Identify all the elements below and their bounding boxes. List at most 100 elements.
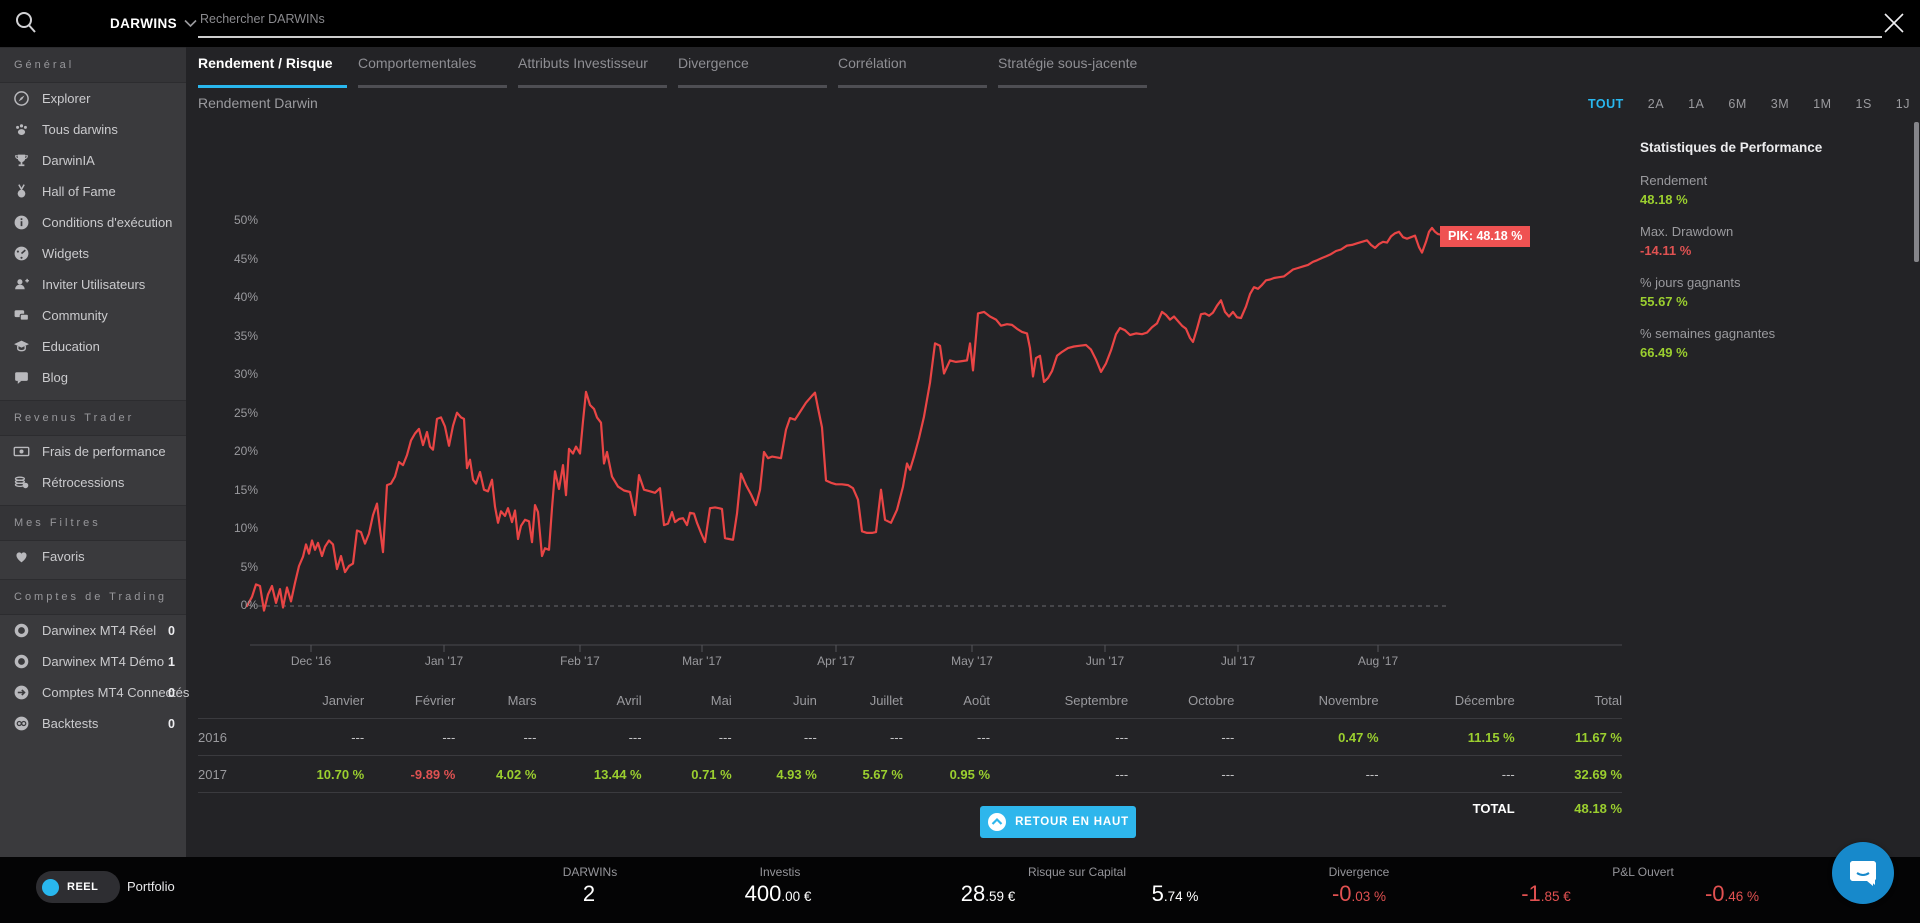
monthly-returns-table: Janvier Février Mars Avril Mai Juin Juillet…: [198, 682, 1622, 823]
x-tick-label: Dec '16: [290, 654, 332, 668]
sidebar-item-explorer[interactable]: Explorer: [0, 83, 186, 114]
sidebar-item-label: Darwinex MT4 Démo: [42, 654, 165, 669]
back-to-top-button[interactable]: RETOUR EN HAUT: [980, 806, 1136, 838]
y-tick-label: 40%: [233, 290, 258, 304]
y-tick-label: 30%: [233, 367, 258, 381]
divergence-pct-value: -0.03 %: [1331, 881, 1387, 906]
ring-icon: [13, 653, 30, 670]
performance-stats-panel: Statistiques de Performance Rendement 48…: [1640, 140, 1910, 377]
sidebar-item-community[interactable]: Community: [0, 300, 186, 331]
sidebar-item-darwinia[interactable]: DarwinIA: [0, 145, 186, 176]
tab-correlation[interactable]: Corrélation: [838, 47, 987, 88]
range-6m[interactable]: 6M: [1728, 97, 1747, 111]
risque-capital-euro-value: 28.59 €: [960, 881, 1016, 906]
table-total-row: TOTAL 48.18 %: [198, 793, 1622, 824]
sidebar-item-backtests[interactable]: Backtests 0: [0, 708, 186, 739]
item-count-badge: 0: [168, 623, 175, 638]
paw-icon: [13, 121, 30, 138]
sidebar-item-tous-darwins[interactable]: Tous darwins: [0, 114, 186, 145]
gauge-icon: [13, 245, 30, 262]
sidebar-item-frais-de-performance[interactable]: Frais de performance: [0, 436, 186, 467]
tab-divergence[interactable]: Divergence: [678, 47, 827, 88]
x-tick-label: Feb '17: [560, 654, 600, 668]
search-context-label: DARWINS: [110, 16, 178, 31]
y-tick-label: 10%: [233, 521, 258, 535]
range-3m[interactable]: 3M: [1770, 97, 1790, 111]
divergence-label: Divergence: [1328, 865, 1390, 879]
chat-bubbles-icon: [13, 307, 30, 324]
search-icon: [14, 9, 38, 35]
range-tout[interactable]: TOUT: [1587, 97, 1624, 111]
arrow-circle-icon: [13, 684, 30, 701]
sidebar-item-retrocessions[interactable]: Rétrocessions: [0, 467, 186, 498]
heart-icon: [13, 548, 30, 565]
risque-sur-capital-label: Risque sur Capital: [1027, 865, 1127, 879]
range-1j[interactable]: 1J: [1895, 97, 1910, 111]
sidebar-item-label: Tous darwins: [42, 122, 118, 137]
chevron-down-icon: [184, 19, 197, 28]
stats-panel-title: Statistiques de Performance: [1640, 140, 1823, 155]
y-tick-label: 45%: [233, 251, 258, 266]
search-input[interactable]: [198, 6, 1886, 32]
item-count-badge: 1: [168, 654, 175, 669]
x-tick-label: Jun '17: [1085, 654, 1125, 668]
tab-attributs-investisseur[interactable]: Attributs Investisseur: [518, 47, 667, 88]
sidebar-item-favoris[interactable]: Favoris: [0, 541, 186, 572]
table-row: 2017 10.70 % -9.89 % 4.02 % 13.44 % 0.71…: [198, 755, 1622, 793]
sidebar-item-label: Backtests: [42, 716, 99, 731]
sidebar-item-hall-of-fame[interactable]: Hall of Fame: [0, 176, 186, 207]
tab-rendement-risque[interactable]: Rendement / Risque: [198, 47, 347, 88]
sidebar-item-label: Inviter Utilisateurs: [42, 277, 146, 292]
back-to-top-label: RETOUR EN HAUT: [1015, 816, 1129, 828]
darwins-count-value: 2: [582, 881, 596, 906]
sidebar-item-inviter-utilisateurs[interactable]: Inviter Utilisateurs: [0, 269, 186, 300]
sidebar-item-label: Conditions d'exécution: [42, 215, 173, 230]
tab-comportementales[interactable]: Comportementales: [358, 47, 507, 88]
pl-ouvert-label: P&L Ouvert: [1612, 865, 1674, 879]
x-tick-label: Aug '17: [1357, 654, 1399, 668]
stat-max-drawdown: Max. Drawdown -14.11 %: [1640, 224, 1910, 258]
range-1s[interactable]: 1S: [1855, 97, 1872, 111]
sidebar-item-conditions-execution[interactable]: Conditions d'exécution: [0, 207, 186, 238]
range-1a[interactable]: 1A: [1688, 97, 1705, 111]
chat-support-button[interactable]: [1832, 842, 1894, 904]
range-2a[interactable]: 2A: [1647, 97, 1665, 111]
total-label: TOTAL: [1472, 800, 1515, 816]
y-tick-label: 25%: [233, 405, 258, 420]
stat-value: -14.11 %: [1640, 243, 1692, 258]
sidebar-item-label: Favoris: [42, 549, 85, 564]
y-tick-label: 20%: [233, 444, 258, 458]
account-mode-toggle[interactable]: REEL: [36, 871, 120, 903]
sidebar-item-blog[interactable]: Blog: [0, 362, 186, 393]
investis-value: 400.00 €: [744, 881, 812, 906]
search-context-dropdown[interactable]: DARWINS: [110, 0, 197, 47]
stat-rendement: Rendement 48.18 %: [1640, 173, 1910, 207]
coins-icon: [13, 474, 30, 491]
sidebar-item-label: Explorer: [42, 91, 91, 106]
account-mode-label: REEL: [67, 881, 99, 893]
sidebar-item-label: Education: [42, 339, 100, 354]
stat-value: 55.67 %: [1640, 294, 1688, 309]
close-icon[interactable]: [1882, 11, 1906, 35]
sidebar-item-darwinex-mt4-reel[interactable]: Darwinex MT4 Réel 0: [0, 615, 186, 646]
investis-label: Investis: [759, 865, 801, 879]
y-tick-label: 35%: [233, 328, 258, 343]
range-1m[interactable]: 1M: [1813, 97, 1832, 111]
sidebar-item-comptes-mt4-connectes[interactable]: Comptes MT4 Connectés 0: [0, 677, 189, 708]
vertical-scrollbar[interactable]: [1914, 122, 1919, 262]
item-count-badge: 0: [168, 685, 175, 700]
sidebar-item-education[interactable]: Education: [0, 331, 186, 362]
sidebar-item-widgets[interactable]: Widgets: [0, 238, 186, 269]
sidebar-item-label: DarwinIA: [42, 153, 95, 168]
sidebar-item-label: Community: [42, 308, 108, 323]
tab-strategie-sous-jacente[interactable]: Stratégie sous-jacente: [998, 47, 1147, 88]
sidebar-section-comptes-de-trading: Comptes de Trading: [0, 579, 186, 615]
x-tick-label: Mar '17: [682, 654, 722, 668]
stat-value: 48.18 %: [1640, 192, 1688, 207]
y-tick-label: 0%: [240, 598, 258, 612]
sidebar: Général Explorer Tous darwins DarwinIA H…: [0, 47, 189, 857]
sidebar-item-darwinex-mt4-demo[interactable]: Darwinex MT4 Démo 1: [0, 646, 186, 677]
y-tick-label: 15%: [233, 482, 258, 497]
sidebar-item-label: Rétrocessions: [42, 475, 125, 490]
chevron-up-icon: [987, 812, 1007, 832]
